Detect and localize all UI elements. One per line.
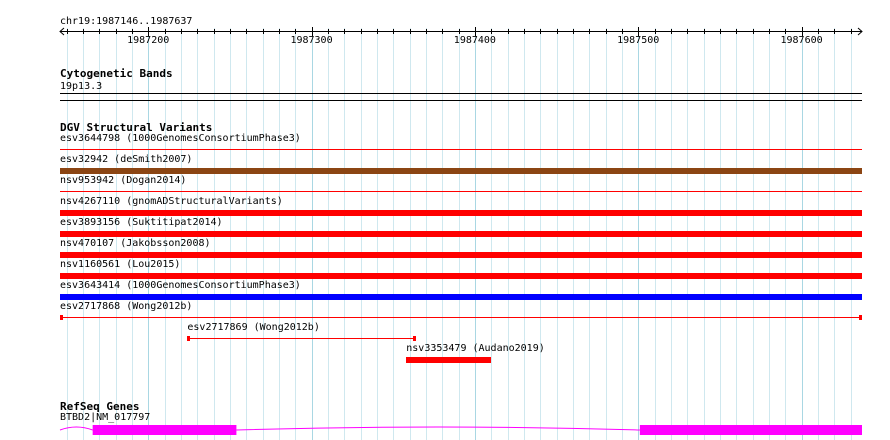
position-label: chr19:1987146..1987637 (60, 16, 193, 27)
variant-feature[interactable] (60, 273, 862, 279)
gene-btbd2[interactable] (0, 420, 890, 440)
variant-label: nsv953942 (Dogan2014) (60, 175, 187, 186)
variant-label: esv3644798 (1000GenomesConsortiumPhase3) (60, 133, 301, 144)
variant-feature[interactable] (60, 149, 862, 150)
ruler-tick-label: 1987600 (780, 35, 823, 46)
variant-feature[interactable] (187, 338, 417, 339)
gene-exon (92, 425, 237, 435)
variant-label: esv3893156 (Suktitipat2014) (60, 217, 223, 228)
ruler-tick-label: 1987200 (127, 35, 170, 46)
variant-end-cap (187, 336, 191, 341)
ruler-tick-label: 1987400 (453, 35, 496, 46)
variant-feature[interactable] (60, 317, 862, 318)
ruler-arrow-right (857, 27, 863, 36)
variant-label: nsv470107 (Jakobsson2008) (60, 238, 211, 249)
track-divider (60, 100, 862, 101)
variant-label: esv32942 (deSmith2007) (60, 154, 193, 165)
track-title-refseq: RefSeq Genes (60, 400, 140, 413)
variant-label: nsv3353479 (Audano2019) (406, 343, 545, 354)
variant-label: esv2717869 (Wong2012b) (187, 322, 320, 333)
ruler-tick-label: 1987500 (617, 35, 660, 46)
variant-feature[interactable] (60, 231, 862, 237)
variant-end-cap (60, 315, 63, 320)
variant-label: nsv4267110 (gnomADStructuralVariants) (60, 196, 283, 207)
variant-feature[interactable] (406, 357, 492, 363)
cytoband-band[interactable] (60, 93, 862, 94)
variant-feature[interactable] (60, 168, 862, 174)
variant-label: esv2717868 (Wong2012b) (60, 301, 193, 312)
variant-end-cap (859, 315, 862, 320)
variant-feature[interactable] (60, 294, 862, 300)
variant-label: esv3643414 (1000GenomesConsortiumPhase3) (60, 280, 301, 291)
cytoband-label: 19p13.3 (60, 81, 103, 92)
variant-label: nsv1160561 (Lou2015) (60, 259, 181, 270)
track-title-cytoband: Cytogenetic Bands (60, 67, 173, 80)
ruler-tick-label: 1987300 (290, 35, 333, 46)
variant-end-cap (413, 336, 417, 341)
track-title-dgv: DGV Structural Variants (60, 121, 213, 134)
variant-feature[interactable] (60, 191, 862, 192)
gene-label: BTBD2|NM_017797 (60, 412, 151, 423)
variant-feature[interactable] (60, 252, 862, 258)
gene-intron (59, 426, 640, 431)
variant-feature[interactable] (60, 210, 862, 216)
ruler[interactable] (0, 26, 890, 38)
gene-exon (639, 425, 862, 435)
ruler-arrow-left (59, 27, 65, 36)
